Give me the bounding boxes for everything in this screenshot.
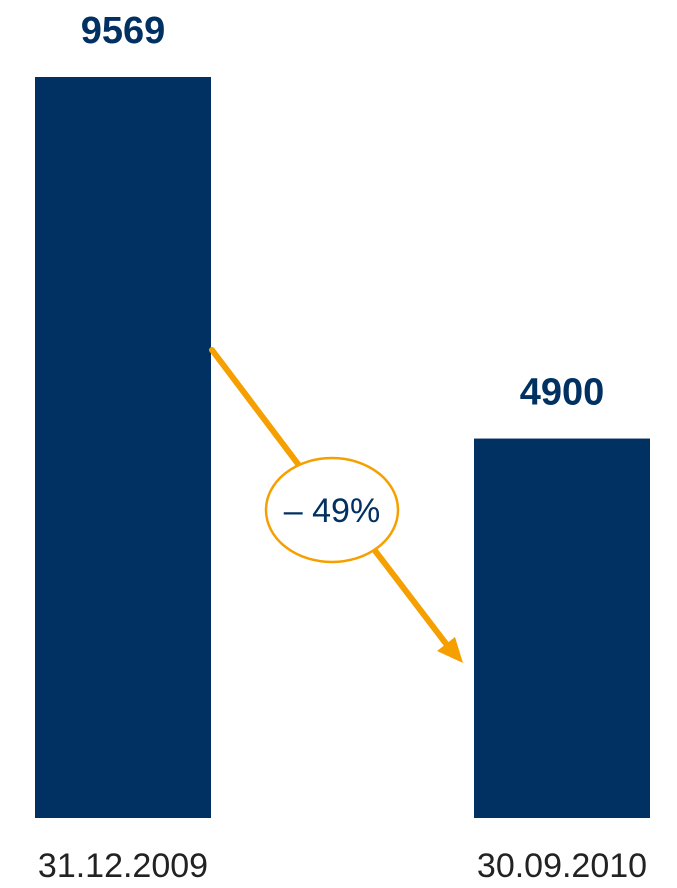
arrow-head xyxy=(437,637,463,663)
bar-2 xyxy=(474,438,650,818)
percent-change-ellipse xyxy=(264,456,400,564)
category-labels-group: 31.12.2009 30.09.2010 xyxy=(38,847,647,885)
change-annotation: – 49% xyxy=(209,347,463,663)
bar-1 xyxy=(35,77,211,818)
category-label-2: 30.09.2010 xyxy=(477,847,647,885)
value-labels-group: 9569 4900 xyxy=(81,10,605,414)
category-label-1: 31.12.2009 xyxy=(38,847,208,885)
value-label-2: 4900 xyxy=(520,372,605,414)
value-label-1: 9569 xyxy=(81,10,166,52)
bars-group xyxy=(35,77,650,818)
arrow-line-lower xyxy=(370,545,450,648)
percent-change-label: – 49% xyxy=(284,492,380,530)
arrow-line-upper xyxy=(209,347,301,467)
